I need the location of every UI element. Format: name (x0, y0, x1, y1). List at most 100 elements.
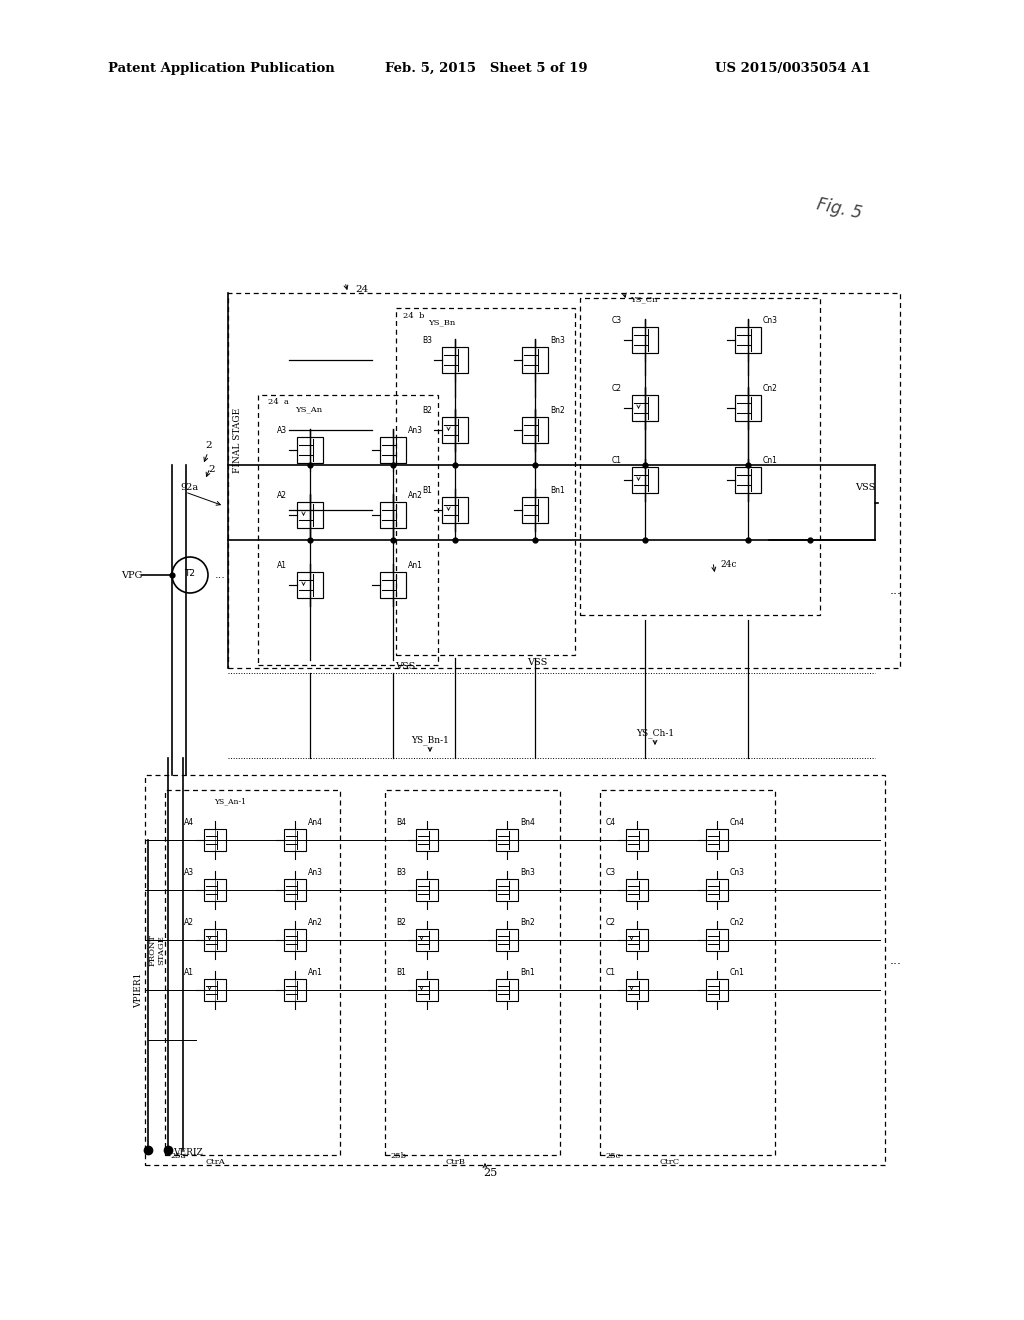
Text: YS_Bn-1: YS_Bn-1 (411, 735, 449, 744)
Text: Patent Application Publication: Patent Application Publication (108, 62, 335, 75)
Bar (145, 775, 885, 1166)
Bar (416, 929, 438, 950)
Text: YS_Ch-1: YS_Ch-1 (636, 729, 674, 738)
Bar (396, 308, 575, 655)
Text: Bn3: Bn3 (550, 337, 565, 345)
Bar (522, 347, 548, 374)
Text: A4: A4 (184, 818, 194, 828)
Text: C2: C2 (612, 384, 622, 393)
Bar (258, 395, 438, 665)
Text: 24  a: 24 a (268, 399, 289, 407)
Text: A2: A2 (184, 917, 194, 927)
Bar (380, 572, 406, 598)
Text: CtrB: CtrB (445, 1158, 465, 1166)
Bar (385, 789, 560, 1155)
Bar (522, 498, 548, 523)
Text: ...: ... (890, 953, 902, 966)
Text: VSS: VSS (855, 483, 876, 491)
Bar (522, 417, 548, 444)
Bar (706, 979, 728, 1001)
Text: Bn2: Bn2 (550, 407, 565, 414)
Bar (416, 979, 438, 1001)
Text: 25c: 25c (605, 1152, 621, 1160)
Text: An2: An2 (308, 917, 323, 927)
Bar (284, 829, 306, 851)
Bar (496, 929, 518, 950)
Text: YS_An: YS_An (295, 405, 323, 413)
Text: Bn2: Bn2 (520, 917, 535, 927)
Text: 25b: 25b (390, 1152, 406, 1160)
Text: VERIZ: VERIZ (173, 1148, 203, 1158)
Bar (632, 467, 658, 492)
Text: An1: An1 (308, 968, 323, 977)
Text: YS_An-1: YS_An-1 (214, 797, 246, 805)
Text: 2: 2 (208, 466, 215, 474)
Text: Cn2: Cn2 (730, 917, 744, 927)
Text: A3: A3 (276, 426, 287, 436)
Bar (735, 467, 761, 492)
Bar (165, 789, 340, 1155)
Text: 24  b: 24 b (403, 312, 424, 319)
Text: A3: A3 (184, 869, 194, 876)
Text: Bn1: Bn1 (550, 486, 565, 495)
Bar (442, 498, 468, 523)
Bar (442, 347, 468, 374)
Text: Feb. 5, 2015   Sheet 5 of 19: Feb. 5, 2015 Sheet 5 of 19 (385, 62, 588, 75)
Text: C1: C1 (606, 968, 616, 977)
Bar (632, 327, 658, 352)
Bar (297, 572, 323, 598)
Text: Cn4: Cn4 (730, 818, 745, 828)
Text: B2: B2 (422, 407, 432, 414)
Bar (626, 879, 648, 902)
Bar (204, 879, 226, 902)
Text: 2: 2 (205, 441, 212, 450)
Text: C3: C3 (612, 315, 622, 325)
Bar (284, 979, 306, 1001)
Text: Cn2: Cn2 (763, 384, 778, 393)
Text: An3: An3 (308, 869, 323, 876)
Text: VSS: VSS (526, 657, 547, 667)
Text: ...: ... (890, 583, 902, 597)
Bar (600, 789, 775, 1155)
Bar (706, 929, 728, 950)
Text: 92a: 92a (180, 483, 198, 492)
Text: Fig. 5: Fig. 5 (815, 195, 863, 222)
Text: An1: An1 (408, 561, 423, 570)
Text: B2: B2 (396, 917, 406, 927)
Bar (706, 879, 728, 902)
Bar (626, 979, 648, 1001)
Bar (416, 879, 438, 902)
Text: Bn4: Bn4 (520, 818, 535, 828)
Text: CtrC: CtrC (659, 1158, 680, 1166)
Bar (284, 929, 306, 950)
Bar (204, 829, 226, 851)
Text: C3: C3 (606, 869, 616, 876)
Text: B3: B3 (422, 337, 432, 345)
Text: CtrA: CtrA (205, 1158, 225, 1166)
Text: YS_Bn: YS_Bn (428, 318, 456, 326)
Bar (228, 293, 900, 668)
Bar (626, 829, 648, 851)
Text: C4: C4 (606, 818, 616, 828)
Bar (380, 437, 406, 463)
Text: T2: T2 (184, 569, 196, 578)
Text: Cn1: Cn1 (763, 455, 778, 465)
Bar (496, 829, 518, 851)
Text: An3: An3 (408, 426, 423, 436)
Text: FRONT
STAGE: FRONT STAGE (148, 935, 166, 966)
Bar (496, 979, 518, 1001)
Text: VSS: VSS (395, 663, 415, 671)
Text: B1: B1 (396, 968, 406, 977)
Text: An4: An4 (308, 818, 323, 828)
Text: Cn1: Cn1 (730, 968, 744, 977)
Bar (626, 929, 648, 950)
Text: US 2015/0035054 A1: US 2015/0035054 A1 (715, 62, 870, 75)
Text: ...: ... (215, 570, 226, 579)
Bar (632, 395, 658, 421)
Text: B1: B1 (422, 486, 432, 495)
Text: YS_Cn: YS_Cn (630, 294, 657, 304)
Text: 25: 25 (483, 1168, 497, 1177)
Bar (442, 417, 468, 444)
Text: 25a: 25a (170, 1152, 185, 1160)
Bar (380, 502, 406, 528)
